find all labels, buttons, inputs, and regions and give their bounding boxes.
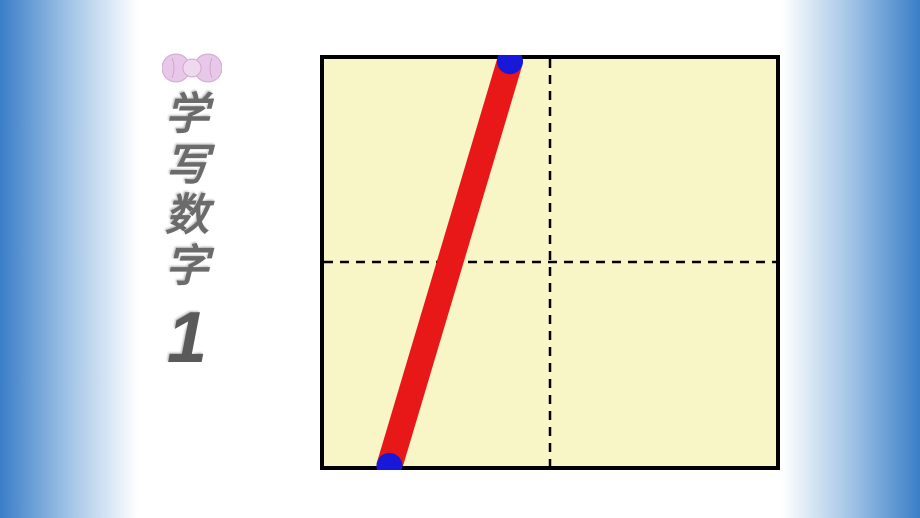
title-number: 1 <box>167 297 207 379</box>
title-char-2: 写 <box>165 141 209 192</box>
bow-icon <box>162 48 222 88</box>
title-char-1: 学 <box>165 90 209 141</box>
grid-svg: 1 2 <box>320 55 780 470</box>
writing-grid: 1 2 <box>320 55 780 470</box>
slide-container: 学 写 数 字 1 1 2 <box>0 0 920 518</box>
title-char-3: 数 <box>165 191 209 242</box>
title-column: 学 写 数 字 1 <box>165 90 209 379</box>
title-char-4: 字 <box>165 242 209 293</box>
